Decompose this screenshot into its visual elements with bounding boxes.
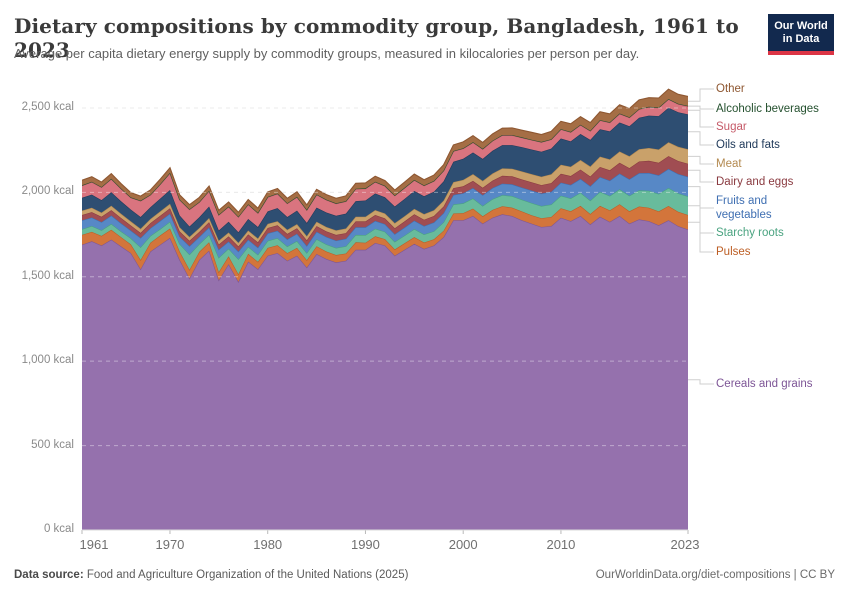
y-tick-label: 1,500 kcal (21, 269, 74, 282)
legend-connector-other (688, 88, 714, 102)
legend-item-alcoholic-beverages[interactable]: Alcoholic beverages (716, 103, 819, 115)
owid-logo[interactable]: Our World in Data (768, 14, 834, 55)
legend-item-pulses[interactable]: Pulses (716, 246, 751, 258)
area-pulses[interactable] (82, 204, 688, 282)
chart-subtitle: Average per capita dietary energy supply… (14, 46, 640, 61)
stacked-area-chart[interactable] (82, 85, 688, 530)
legend-item-cereals-and-grains[interactable]: Cereals and grains (716, 378, 813, 390)
y-tick-label: 500 kcal (31, 438, 74, 451)
x-tick-label: 2000 (448, 537, 478, 552)
x-tick-label: 1990 (350, 537, 380, 552)
legend-connector-pulses (688, 221, 714, 253)
legend-connector-starchy-roots (688, 205, 714, 234)
legend-item-dairy-and-eggs[interactable]: Dairy and eggs (716, 176, 794, 188)
legend-item-oils-and-fats[interactable]: Oils and fats (716, 139, 780, 151)
legend-connector-sugar (688, 109, 714, 128)
y-tick-label: 0 kcal (43, 523, 74, 535)
data-source-label: Data source: (14, 569, 84, 581)
x-tick-label: 1970 (155, 537, 185, 552)
x-tick-label: 2010 (546, 537, 576, 552)
legend-item-other[interactable]: Other (716, 83, 745, 95)
x-tick-label: 2023 (670, 537, 700, 552)
data-source-note: Data source: Food and Agriculture Organi… (14, 569, 408, 581)
y-tick-label: 2,000 kcal (21, 185, 74, 198)
y-tick-label: 2,500 kcal (21, 100, 74, 113)
legend-item-sugar[interactable]: Sugar (716, 121, 747, 133)
legend-connector-cereals-and-grains (688, 379, 714, 385)
area-starchy-roots[interactable] (82, 188, 688, 275)
legend-item-starchy-roots[interactable]: Starchy roots (716, 227, 784, 239)
owid-logo-line1: Our World (774, 19, 828, 32)
page-title: Dietary compositions by commodity group,… (14, 14, 739, 62)
line-other (82, 88, 688, 214)
legend-item-fruits-and-vegetables[interactable]: Fruits and vegetables (716, 195, 772, 221)
data-source-text: Food and Agriculture Organization of the… (83, 569, 409, 581)
legend-item-meat[interactable]: Meat (716, 158, 742, 170)
y-tick-label: 1,000 kcal (21, 354, 74, 367)
legend-connector-oils-and-fats (688, 131, 714, 146)
owid-logo-line2: in Data (782, 32, 820, 45)
area-cereals-and-grains[interactable] (82, 214, 688, 530)
legend-connector-fruits-and-vegetables (688, 186, 714, 209)
legend-connector-dairy-and-eggs (688, 169, 714, 183)
legend-connector-lines (688, 88, 714, 385)
license-link[interactable]: OurWorldinData.org/diet-compositions | C… (595, 569, 835, 581)
x-tick-label: 1961 (79, 537, 109, 552)
x-tick-label: 1980 (253, 537, 283, 552)
legend-connector-meat (688, 155, 714, 165)
legend-connector-alcoholic-beverages (688, 105, 714, 110)
